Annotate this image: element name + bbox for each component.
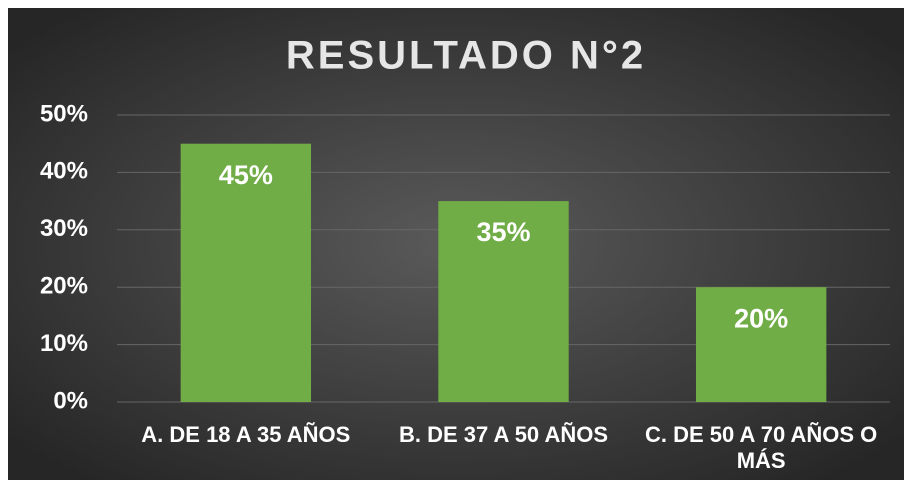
bar [695,287,827,402]
x-tick-label: A. DE 18 A 35 AÑOS [141,422,351,447]
y-tick-label: 40% [40,158,88,185]
y-tick-label: 50% [40,100,88,127]
y-tick-label: 0% [53,387,88,414]
x-tick-label: C. DE 50 A 70 AÑOS O MÁS [645,422,878,473]
chart-title: RESULTADO N°2 [286,34,646,78]
bar [180,143,312,402]
y-tick-label: 10% [40,330,88,357]
value-label: 35% [476,217,530,247]
x-tick-label: B. DE 37 A 50 AÑOS [398,422,609,447]
bar [438,201,569,402]
y-tick-label: 30% [40,215,88,242]
y-tick-label: 20% [40,273,88,300]
value-label: 45% [219,160,273,190]
value-label: 20% [734,303,788,333]
